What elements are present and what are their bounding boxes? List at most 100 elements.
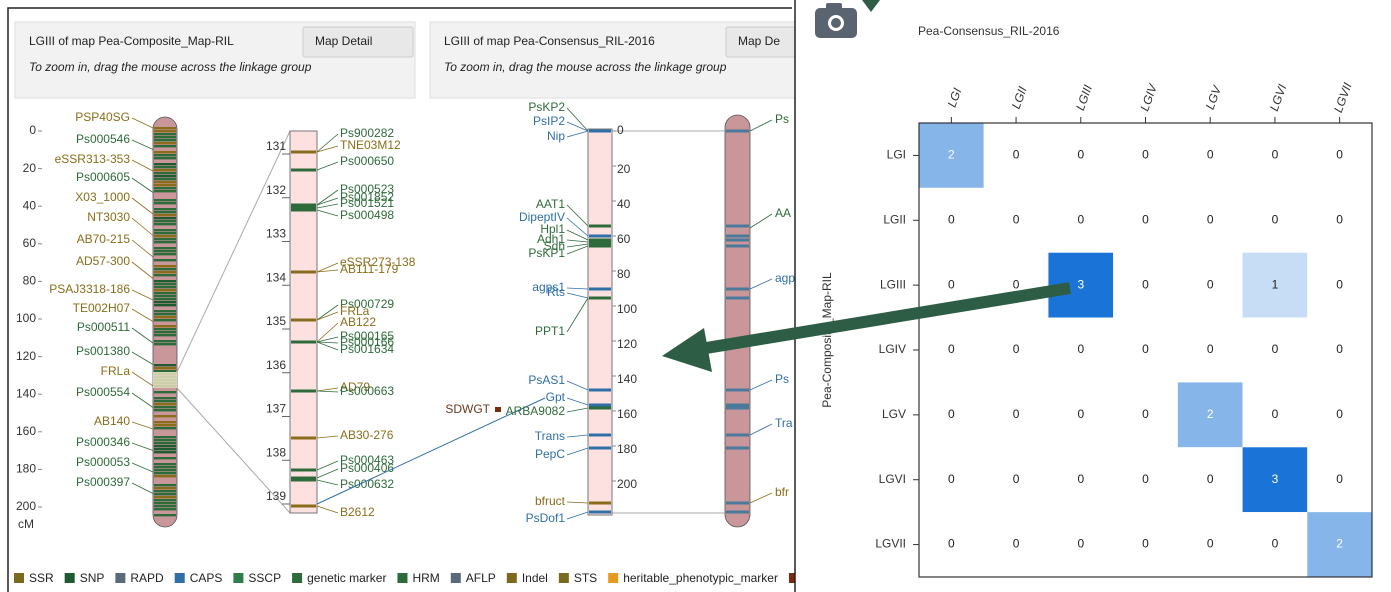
heatmap-cell-value: 0 — [1077, 342, 1084, 356]
heatmap-cell — [1048, 382, 1114, 448]
marker-label: agp — [775, 271, 795, 285]
marker-band — [589, 406, 611, 410]
marker-label: Ps000729 — [340, 297, 394, 311]
map-detail-button[interactable] — [302, 26, 414, 58]
marker-label: B2612 — [340, 505, 375, 519]
heatmap-cell-value: 0 — [1013, 407, 1020, 421]
marker-label: PsKP1 — [528, 246, 565, 260]
row-label: LGV — [882, 407, 906, 421]
heatmap-cell-value: 3 — [1272, 472, 1279, 486]
heatmap-cell-value: 0 — [1336, 212, 1343, 226]
marker-band — [154, 424, 176, 427]
marker-connector — [566, 107, 589, 132]
marker-band — [291, 478, 316, 482]
marker-band — [154, 163, 176, 166]
axis-tick-label: 133 — [266, 227, 286, 241]
axis-tick-label: 136 — [266, 358, 286, 372]
heatmap-cell-value: 0 — [1142, 537, 1149, 551]
heatmap-cell-value: 0 — [1336, 472, 1343, 486]
marker-band — [291, 318, 316, 322]
marker-band — [154, 229, 176, 232]
legend-label: SSR — [29, 571, 54, 585]
heatmap-cell-value: 0 — [1207, 472, 1214, 486]
marker-band — [154, 370, 176, 373]
axis-tick-label: 60 — [23, 236, 37, 250]
camera-lens-inner — [831, 18, 841, 28]
marker-band — [726, 287, 749, 291]
heatmap-cell — [1177, 123, 1243, 188]
heatmap-cell — [919, 317, 984, 383]
heatmap-cell-value: 0 — [1077, 148, 1084, 162]
marker-connector — [316, 161, 339, 171]
marker-band — [589, 296, 611, 300]
legend-swatch — [506, 573, 517, 583]
marker-band — [154, 391, 176, 394]
marker-band — [154, 475, 176, 478]
marker-band — [154, 259, 176, 262]
marker-band — [154, 331, 176, 334]
marker-connector — [566, 434, 589, 438]
heatmap-cell — [919, 382, 984, 448]
marker-label: eSSR313-353 — [55, 152, 131, 166]
marker-label: PepC — [535, 447, 565, 461]
axis-tick-label: 160 — [16, 424, 36, 438]
marker-band — [726, 510, 749, 514]
marker-band — [154, 367, 176, 370]
marker-band — [154, 199, 176, 202]
pointer-arrow-head — [662, 328, 712, 372]
heatmap-cell — [1242, 252, 1308, 318]
marker-band — [154, 466, 176, 469]
axis-tick-label: 0 — [617, 123, 624, 137]
marker-label: Ps900282 — [340, 126, 394, 140]
map-detail-button-label[interactable]: Map Detail — [315, 34, 372, 48]
marker-label: DipeptIV — [519, 210, 565, 224]
axis-tick-label: 131 — [266, 139, 286, 153]
marker-band — [154, 238, 176, 241]
marker-band — [291, 168, 316, 172]
marker-band — [154, 166, 176, 169]
heatmap-cell — [983, 123, 1049, 188]
heatmap-cell-value: 0 — [1272, 342, 1279, 356]
axis-tick-label: 200 — [617, 477, 637, 491]
marker-band — [154, 247, 176, 250]
marker-connector — [316, 322, 339, 343]
axis-tick-label: 180 — [617, 442, 637, 456]
heatmap-cell — [1242, 382, 1308, 448]
axis-tick-label: 135 — [266, 314, 286, 328]
marker-label: bfr — [775, 485, 789, 499]
heatmap-cell — [1113, 187, 1178, 253]
panel-title: LGIII of map Pea-Consensus_RIL-2016 — [444, 34, 655, 48]
marker-band — [154, 487, 176, 490]
map-detail-button-label[interactable]: Map De — [738, 34, 780, 48]
legend-swatch — [397, 573, 408, 583]
marker-connector — [316, 203, 339, 209]
row-label: LGI — [887, 148, 906, 162]
marker-connector — [316, 468, 339, 479]
legend-label: Indel — [522, 571, 548, 585]
marker-band — [154, 301, 176, 304]
marker-band — [154, 235, 176, 238]
marker-label: Ps000632 — [340, 477, 394, 491]
marker-label: AD79 — [340, 380, 370, 394]
axis-tick-label: 200 — [16, 499, 36, 513]
marker-band — [154, 253, 176, 256]
heatmap-cell — [1242, 512, 1308, 577]
legend-swatch — [64, 573, 75, 583]
heatmap-cell-value: 0 — [1077, 472, 1084, 486]
marker-band — [154, 343, 176, 346]
marker-connector — [316, 479, 339, 486]
marker-band — [154, 175, 176, 178]
marker-band — [154, 415, 176, 418]
heatmap-cell-value: 0 — [1077, 212, 1084, 226]
marker-label: NT3030 — [87, 210, 130, 224]
legend-swatch — [450, 573, 461, 583]
marker-connector — [131, 239, 154, 258]
legend-swatch — [115, 573, 126, 583]
axis-tick-label: 137 — [266, 402, 286, 416]
chromosome — [724, 114, 751, 528]
marker-band — [589, 287, 611, 291]
heatmap-cell — [1113, 252, 1178, 318]
marker-label: AD57-300 — [76, 254, 130, 268]
marker-band — [154, 505, 176, 508]
marker-band — [291, 206, 316, 210]
